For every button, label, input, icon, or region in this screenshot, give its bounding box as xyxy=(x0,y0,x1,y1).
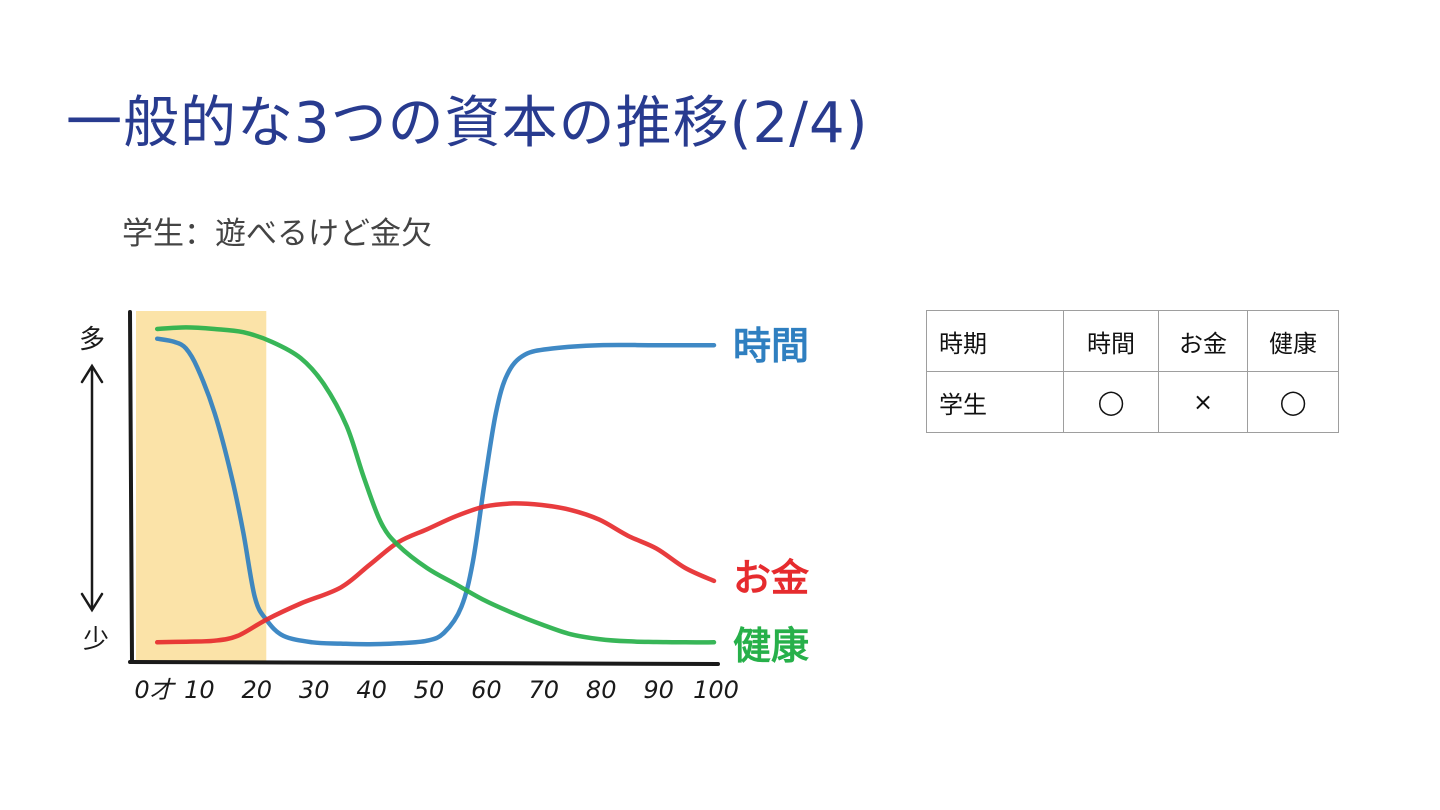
student-period-highlight xyxy=(136,311,267,662)
cell-health: ◯ xyxy=(1247,371,1339,433)
slide-subtitle: 学生：遊べるけど金欠 xyxy=(122,216,432,252)
x-tick-label: 100 xyxy=(693,676,739,704)
capital-table: 時期 時間 お金 健康 学生 ◯ × ◯ xyxy=(926,310,1339,433)
series-label-time: 時間 xyxy=(733,324,809,368)
series-label-health: 健康 xyxy=(733,624,809,668)
x-tick-label: 60 xyxy=(471,676,502,704)
series-label-money: お金 xyxy=(733,556,810,600)
x-tick-label: 70 xyxy=(529,676,560,704)
x-tick-label: 0才 xyxy=(134,676,176,704)
cell-time: ◯ xyxy=(1063,371,1159,433)
cell-money: × xyxy=(1158,371,1248,433)
slide-title: 一般的な3つの資本の推移(2/4) xyxy=(66,91,869,156)
y-direction-arrow xyxy=(80,363,104,613)
header-time: 時間 xyxy=(1063,310,1159,372)
x-tick-label: 10 xyxy=(184,676,215,704)
row-period: 学生 xyxy=(926,371,1064,433)
y-axis-line xyxy=(128,310,134,664)
x-tick-label: 90 xyxy=(643,676,674,704)
x-axis-line xyxy=(128,660,720,666)
header-money: お金 xyxy=(1158,310,1248,372)
x-tick-label: 20 xyxy=(242,676,273,704)
header-health: 健康 xyxy=(1247,310,1339,372)
x-tick-label: 30 xyxy=(299,676,330,704)
x-tick-label: 80 xyxy=(586,676,617,704)
table-header-row: 時期 時間 お金 健康 xyxy=(926,310,1339,372)
table-row: 学生 ◯ × ◯ xyxy=(926,371,1339,433)
y-label-top: 多 xyxy=(79,325,105,355)
x-tick-label: 50 xyxy=(414,676,445,704)
series-line-time xyxy=(154,336,717,647)
series-line-money xyxy=(154,501,717,645)
header-period: 時期 xyxy=(926,310,1064,372)
series-line-health xyxy=(154,325,717,645)
x-tick-label: 40 xyxy=(356,676,387,704)
y-label-bottom: 少 xyxy=(83,625,109,655)
